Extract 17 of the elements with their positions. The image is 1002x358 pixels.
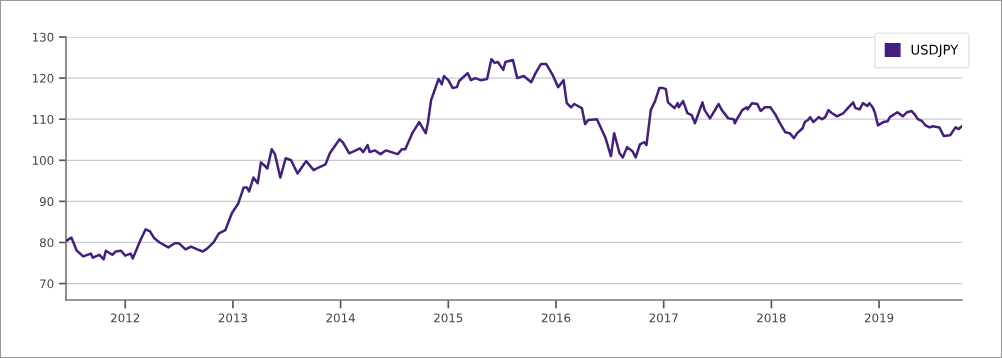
x-tick-label: 2015 — [434, 313, 463, 323]
y-tick-label: 120 — [32, 73, 54, 83]
y-tick-label: 130 — [32, 32, 54, 42]
y-tick-label: 100 — [32, 156, 54, 165]
y-tick-label: 80 — [39, 238, 54, 248]
legend-label: USDJPY — [911, 44, 959, 58]
x-tick-label: 2019 — [864, 313, 894, 323]
line-series — [66, 57, 962, 261]
y-tick-label: 90 — [39, 197, 54, 207]
x-tick-label: 2012 — [111, 313, 140, 323]
x-tick-label: 2018 — [757, 313, 786, 323]
y-tick-label: 70 — [40, 279, 54, 289]
x-tick-label: 2016 — [541, 313, 571, 323]
x-tick-label: 2013 — [218, 313, 247, 323]
y-tick-label: 110 — [32, 114, 54, 124]
x-tick-label: 2014 — [326, 313, 355, 323]
x-tick-label: 2017 — [649, 313, 678, 323]
